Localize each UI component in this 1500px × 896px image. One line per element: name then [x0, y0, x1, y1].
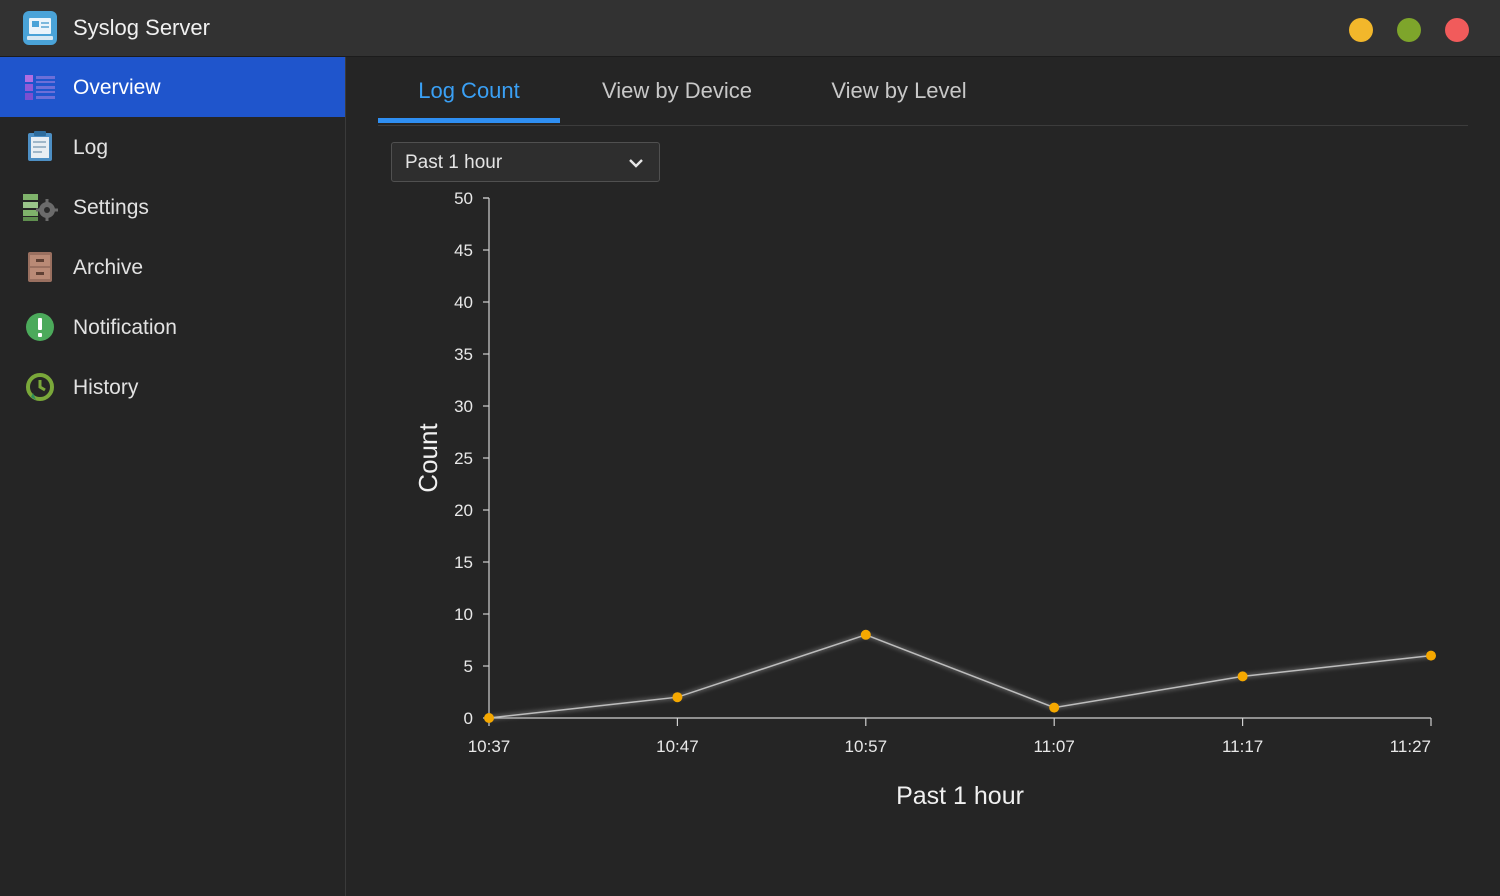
- data-point: [672, 692, 683, 703]
- y-tick-label: 5: [464, 657, 473, 676]
- tab-view-by-level[interactable]: View by Level: [831, 78, 967, 103]
- sidebar: Overview Log Settings: [0, 57, 346, 896]
- y-tick-label: 0: [464, 709, 473, 728]
- sidebar-item-log[interactable]: Log: [0, 117, 345, 177]
- x-tick-label: 11:17: [1222, 737, 1263, 756]
- tab-view-by-device[interactable]: View by Device: [602, 78, 752, 103]
- minimize-button[interactable]: [1349, 18, 1373, 42]
- y-tick-label: 30: [454, 397, 473, 416]
- close-button[interactable]: [1445, 18, 1469, 42]
- window-title: Syslog Server: [73, 15, 210, 40]
- tab-bar: Log Count View by Device View by Level: [378, 58, 1468, 126]
- tab-log-count[interactable]: Log Count: [418, 78, 520, 103]
- sidebar-item-notification[interactable]: Notification: [0, 297, 345, 357]
- data-point: [1237, 671, 1248, 682]
- y-tick-label: 40: [454, 293, 473, 312]
- x-tick-label: 11:27: [1390, 737, 1431, 756]
- archive-cabinet-icon: [28, 252, 52, 282]
- active-tab-indicator: [378, 118, 560, 123]
- title-bar: Syslog Server: [0, 0, 1500, 57]
- sidebar-item-settings[interactable]: Settings: [0, 177, 345, 237]
- data-point: [484, 713, 494, 723]
- settings-gear-icon: [23, 194, 58, 221]
- y-tick-label: 25: [454, 449, 473, 468]
- maximize-button[interactable]: [1397, 18, 1421, 42]
- sidebar-item-archive[interactable]: Archive: [0, 237, 345, 297]
- y-tick-label: 50: [454, 189, 473, 208]
- x-tick-label: 11:07: [1034, 737, 1075, 756]
- y-tick-label: 45: [454, 241, 473, 260]
- overview-list-icon: [25, 75, 55, 100]
- sidebar-item-label: Notification: [73, 316, 177, 339]
- time-range-select[interactable]: Past 1 hour: [391, 142, 660, 182]
- series-line: [488, 634, 1432, 719]
- chevron-down-icon: [629, 159, 643, 168]
- sidebar-item-label: Settings: [73, 196, 149, 219]
- y-tick-label: 10: [454, 605, 473, 624]
- sidebar-item-history[interactable]: History: [0, 357, 345, 417]
- x-axis-label: Past 1 hour: [896, 782, 1024, 810]
- history-clock-icon: [26, 373, 54, 401]
- syslog-app-icon: [23, 11, 57, 45]
- x-tick-label: 10:37: [468, 737, 511, 756]
- x-tick-label: 10:47: [656, 737, 699, 756]
- data-point: [1426, 650, 1436, 661]
- sidebar-item-label: Log: [73, 136, 109, 159]
- y-axis-label: Count: [413, 423, 443, 493]
- sidebar-item-overview[interactable]: Overview: [0, 57, 345, 117]
- sidebar-item-label: History: [73, 376, 139, 399]
- y-tick-label: 20: [454, 501, 473, 520]
- series-line-shadow: [488, 632, 1432, 720]
- time-range-value: Past 1 hour: [405, 152, 503, 173]
- x-tick-label: 10:57: [845, 737, 888, 756]
- y-tick-label: 15: [454, 553, 473, 572]
- data-point: [860, 629, 871, 640]
- data-point: [1049, 702, 1060, 713]
- y-tick-label: 35: [454, 345, 473, 364]
- log-notepad-icon: [28, 131, 52, 161]
- sidebar-item-label: Overview: [73, 76, 161, 99]
- notification-exclamation-icon: [26, 313, 54, 341]
- sidebar-item-label: Archive: [73, 256, 144, 279]
